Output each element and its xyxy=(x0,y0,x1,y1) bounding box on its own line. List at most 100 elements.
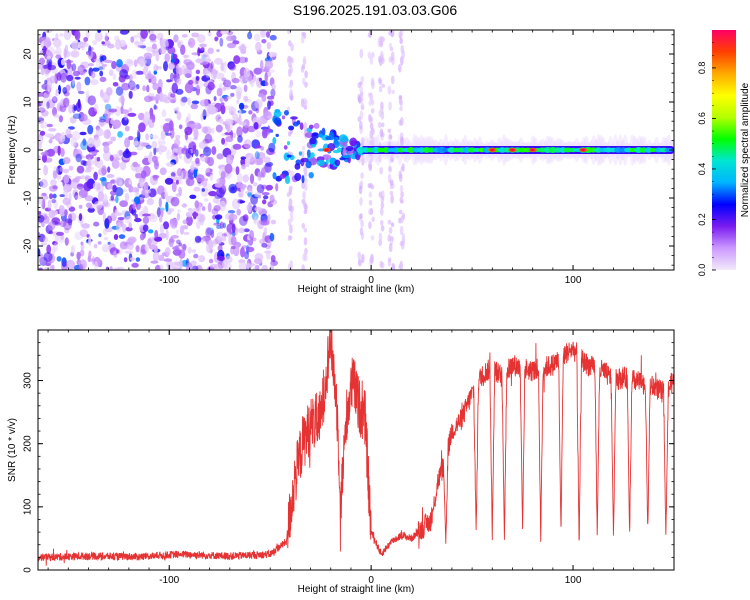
noise-blob xyxy=(176,168,182,177)
streak-blob xyxy=(360,172,364,180)
noise-blob xyxy=(268,52,278,57)
noise-blob xyxy=(149,107,154,118)
streak-blob xyxy=(359,197,363,206)
noise-blob xyxy=(226,125,231,133)
noise-blob xyxy=(44,79,48,85)
noise-blob xyxy=(228,106,237,116)
noise-blob xyxy=(105,266,109,270)
noise-blob xyxy=(75,153,82,163)
noise-blob xyxy=(173,34,179,43)
noise-blob xyxy=(166,149,172,160)
noise-blob xyxy=(80,113,88,122)
noise-blob xyxy=(120,94,124,103)
transition-blob xyxy=(272,172,277,180)
streak-blob xyxy=(378,232,383,242)
noise-blob xyxy=(55,91,59,97)
streak-blob xyxy=(378,55,382,63)
noise-blob xyxy=(153,105,158,111)
noise-blob xyxy=(88,151,97,155)
noise-blob xyxy=(96,127,104,137)
streak-blob xyxy=(390,194,394,204)
noise-blob xyxy=(165,229,169,241)
noise-blob xyxy=(47,82,51,93)
noise-blob xyxy=(210,229,215,239)
noise-blob xyxy=(164,53,170,63)
noise-blob xyxy=(177,41,182,48)
noise-blob xyxy=(103,59,113,64)
colorbar: 0.0 0.2 0.4 0.6 0.8 Normalized spectral ampl… xyxy=(697,30,750,276)
noise-blob xyxy=(87,95,97,106)
noise-blob xyxy=(253,237,257,242)
streak-blob xyxy=(387,85,392,95)
noise-blob xyxy=(207,105,216,115)
noise-blob xyxy=(45,260,52,267)
streak-blob xyxy=(359,120,363,130)
streak-blob xyxy=(379,260,384,268)
noise-blob xyxy=(160,130,166,140)
transition-blob xyxy=(284,175,291,184)
noise-blob xyxy=(213,205,221,212)
noise-blob xyxy=(87,124,94,135)
noise-blob xyxy=(52,96,57,102)
noise-blob xyxy=(53,242,59,252)
noise-blob xyxy=(224,262,232,270)
noise-blob xyxy=(152,251,160,262)
noise-blob xyxy=(149,115,155,120)
snr-x-axis-label: Height of straight line (km) xyxy=(298,584,415,595)
noise-blob xyxy=(133,59,138,68)
streak-blob xyxy=(287,131,292,137)
noise-blob xyxy=(80,70,86,77)
streak-blob xyxy=(388,133,393,140)
noise-blob xyxy=(98,167,107,176)
noise-blob xyxy=(246,204,250,211)
noise-blob xyxy=(192,164,199,170)
streak-blob xyxy=(388,101,392,111)
noise-blob xyxy=(185,116,190,128)
noise-blob xyxy=(257,171,262,182)
noise-blob xyxy=(266,250,271,260)
noise-blob xyxy=(54,132,63,142)
noise-blob xyxy=(257,93,265,98)
noise-blob xyxy=(260,59,264,70)
noise-blob xyxy=(253,215,259,225)
noise-blob xyxy=(110,195,115,201)
noise-blob xyxy=(235,86,243,97)
streak-blob xyxy=(388,242,393,253)
noise-blob xyxy=(254,206,262,212)
transition-blob xyxy=(294,172,302,182)
noise-blob xyxy=(177,209,181,213)
noise-blob xyxy=(87,207,95,213)
noise-blob xyxy=(113,234,119,240)
noise-blob xyxy=(113,267,121,270)
noise-blob xyxy=(216,187,225,198)
noise-blob xyxy=(121,82,130,91)
noise-blob xyxy=(147,238,152,247)
transition-blob xyxy=(301,175,305,184)
snr-y-tick-label: 0 xyxy=(23,567,34,573)
noise-blob xyxy=(59,194,65,198)
snr-y-tick-label: 200 xyxy=(23,435,34,452)
noise-blob xyxy=(56,231,64,236)
noise-blob xyxy=(201,188,205,192)
noise-blob xyxy=(266,185,271,191)
noise-blob xyxy=(159,94,168,103)
streak-blob xyxy=(358,185,363,195)
noise-blob xyxy=(237,199,244,204)
noise-blob xyxy=(178,124,183,130)
noise-blob xyxy=(133,196,141,205)
streak-blob xyxy=(389,179,394,186)
noise-blob xyxy=(96,161,103,165)
noise-blob xyxy=(163,61,168,72)
noise-blob xyxy=(118,234,126,240)
noise-blob xyxy=(192,265,199,270)
noise-blob xyxy=(204,198,209,202)
noise-blob xyxy=(203,54,208,58)
noise-blob xyxy=(128,90,133,99)
noise-blob xyxy=(50,179,57,187)
hot-spot-core xyxy=(490,148,495,152)
streak-blob xyxy=(399,184,404,193)
noise-blob xyxy=(99,70,104,77)
streak-blob xyxy=(304,81,308,88)
streak-blob xyxy=(370,129,375,136)
